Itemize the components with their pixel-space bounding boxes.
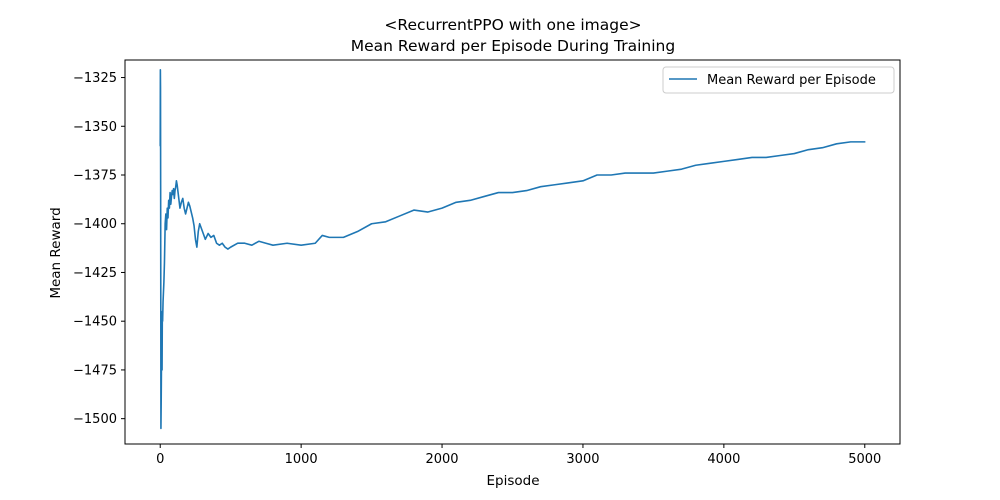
x-tick-label: 0 xyxy=(156,452,164,467)
x-axis-label: Episode xyxy=(486,473,539,489)
x-tick-label: 3000 xyxy=(566,452,599,467)
y-axis-label: Mean Reward xyxy=(48,207,64,298)
y-tick-label: −1450 xyxy=(73,315,117,330)
y-tick-label: −1500 xyxy=(73,412,117,427)
legend: Mean Reward per Episode xyxy=(662,66,895,94)
x-axis-ticks: 0 1000 2000 3000 4000 5000 xyxy=(156,444,881,467)
legend-box xyxy=(662,66,895,94)
legend-label: Mean Reward per Episode xyxy=(707,73,876,88)
chart-title-line2: Mean Reward per Episode During Training xyxy=(351,37,675,55)
x-tick-label: 5000 xyxy=(848,452,881,467)
chart-title-line1: <RecurrentPPO with one image> xyxy=(384,16,641,34)
y-tick-label: −1325 xyxy=(73,71,117,86)
y-tick-label: −1375 xyxy=(73,169,117,184)
x-tick-label: 4000 xyxy=(707,452,740,467)
y-axis-ticks: −1500 −1475 −1450 −1425 −1400 −1375 −1350 −1325 xyxy=(73,71,125,427)
y-tick-label: −1400 xyxy=(73,217,117,232)
series-line-mean-reward xyxy=(159,68,866,430)
x-tick-label: 1000 xyxy=(285,452,318,467)
plot-area-frame xyxy=(124,59,901,445)
y-tick-label: −1350 xyxy=(73,120,117,135)
x-tick-label: 2000 xyxy=(425,452,458,467)
y-tick-label: −1425 xyxy=(73,266,117,281)
y-tick-label: −1475 xyxy=(73,363,117,378)
